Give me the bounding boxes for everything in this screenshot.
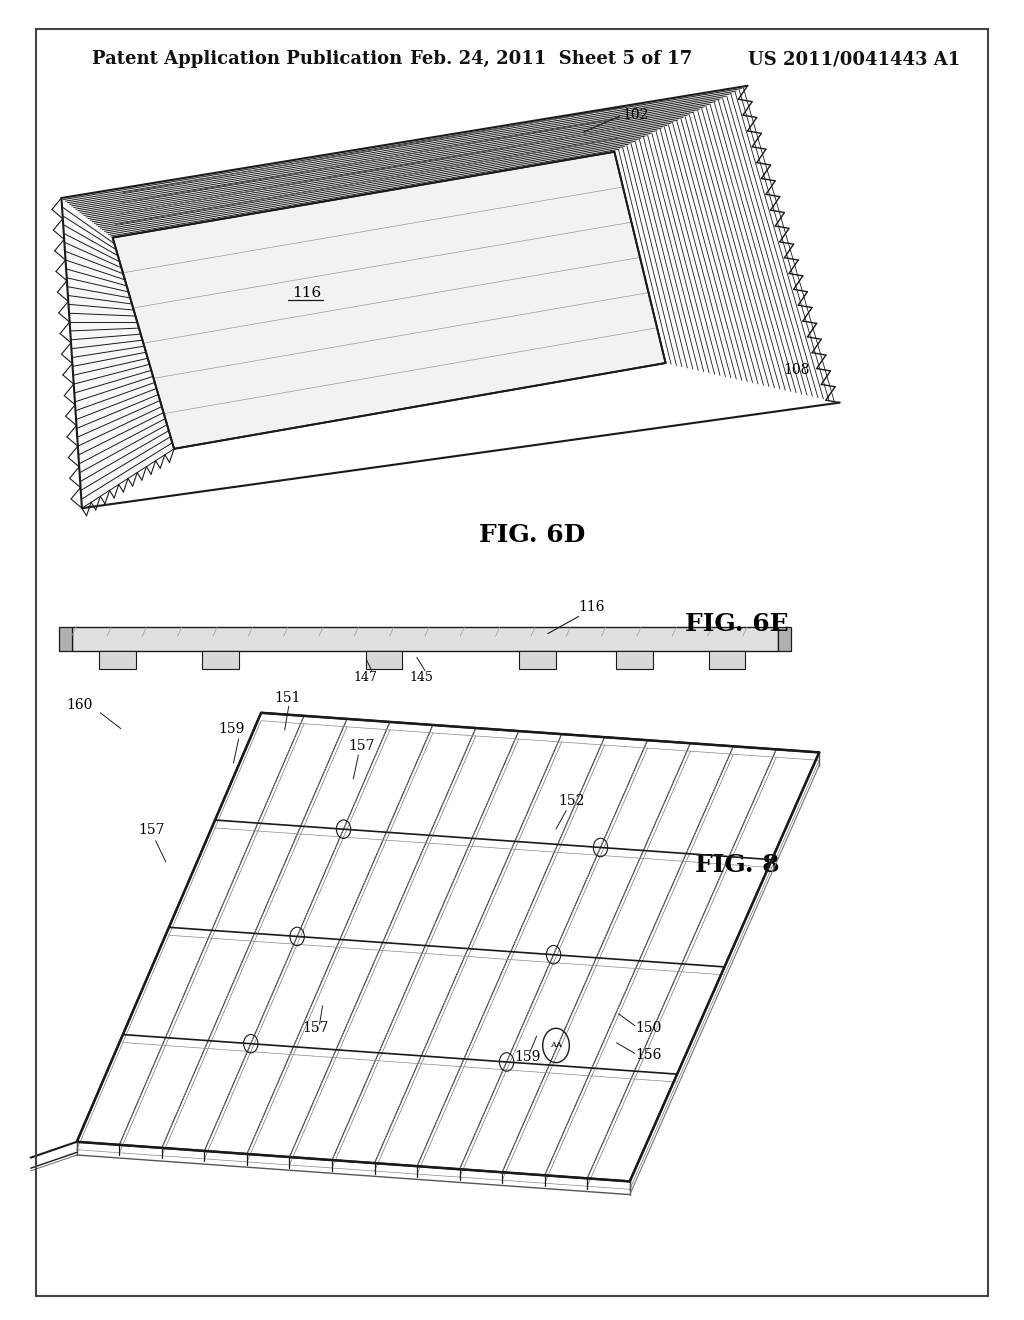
Polygon shape	[77, 713, 819, 1181]
Polygon shape	[61, 86, 840, 508]
Text: 102: 102	[623, 108, 649, 121]
Text: FIG. 6D: FIG. 6D	[479, 523, 586, 546]
Polygon shape	[61, 198, 174, 508]
Polygon shape	[59, 627, 72, 651]
Text: US 2011/0041443 A1: US 2011/0041443 A1	[748, 50, 959, 69]
Polygon shape	[614, 86, 840, 403]
Text: 108: 108	[783, 363, 810, 376]
Text: 159: 159	[514, 1051, 541, 1064]
Text: 157: 157	[302, 1022, 329, 1035]
Polygon shape	[202, 651, 239, 669]
Text: 160: 160	[67, 698, 93, 711]
Polygon shape	[709, 651, 745, 669]
Polygon shape	[99, 651, 136, 669]
Polygon shape	[778, 627, 791, 651]
Text: 157: 157	[138, 824, 165, 837]
Text: 159: 159	[218, 722, 245, 735]
Text: 116: 116	[292, 286, 322, 300]
Text: Patent Application Publication: Patent Application Publication	[92, 50, 402, 69]
Text: 152: 152	[558, 795, 585, 808]
Text: Feb. 24, 2011  Sheet 5 of 17: Feb. 24, 2011 Sheet 5 of 17	[410, 50, 692, 69]
Text: 150: 150	[635, 1022, 662, 1035]
Text: 156: 156	[635, 1048, 662, 1061]
Text: 157: 157	[348, 739, 375, 752]
Polygon shape	[519, 651, 556, 669]
Text: 116: 116	[579, 599, 605, 614]
Text: 145: 145	[410, 671, 433, 684]
Polygon shape	[72, 627, 778, 651]
Text: 147: 147	[353, 671, 377, 684]
Polygon shape	[366, 651, 402, 669]
Polygon shape	[113, 152, 666, 449]
Text: FIG. 8: FIG. 8	[695, 853, 779, 876]
Text: 151: 151	[274, 692, 301, 705]
Text: AA: AA	[550, 1041, 562, 1049]
Polygon shape	[61, 86, 748, 238]
Polygon shape	[616, 651, 653, 669]
Text: FIG. 6E: FIG. 6E	[685, 612, 790, 636]
